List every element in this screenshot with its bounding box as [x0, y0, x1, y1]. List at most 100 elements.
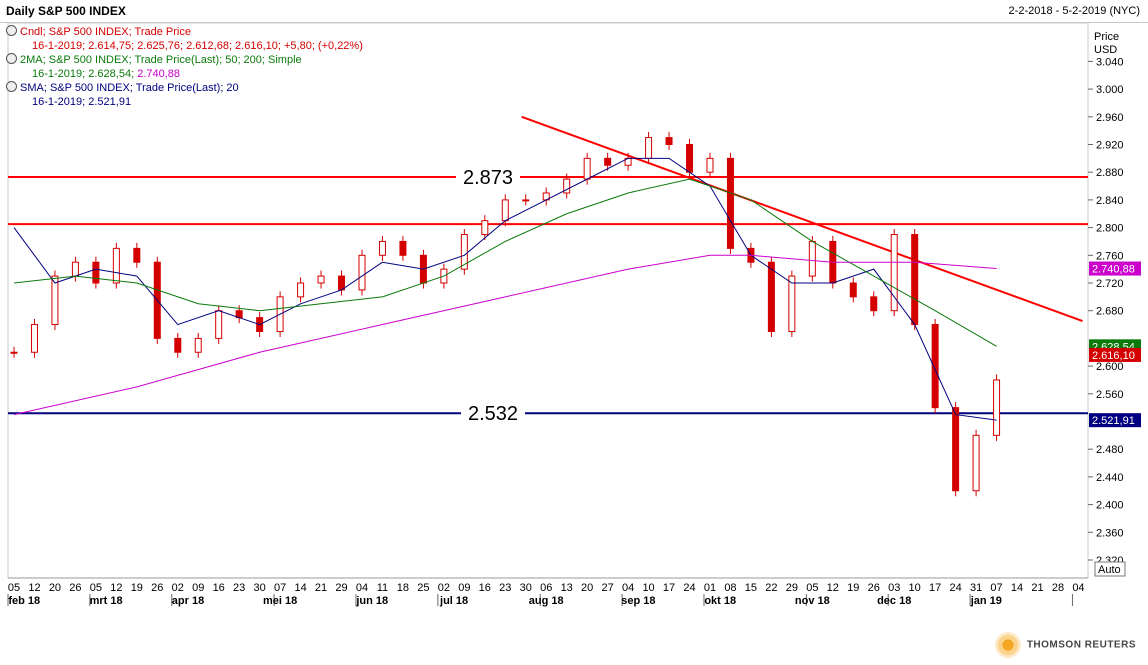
- x-tick-label: 26: [69, 582, 81, 594]
- x-tick-label: 24: [949, 582, 961, 594]
- price-chart[interactable]: 2.873 2.532 Price USD 3.040 3.000 2.960 2.92…: [0, 0, 1148, 630]
- support-resistance-lines[interactable]: 2.873 2.532: [8, 115, 1088, 426]
- candle-body: [10, 351, 18, 354]
- x-tick-label: 26: [151, 582, 163, 594]
- x-tick-label: 16: [213, 582, 225, 594]
- x-tick-label: 19: [847, 582, 859, 594]
- x-tick-label: 05: [8, 582, 20, 594]
- price-badges: 2.740,882.628,542.616,102.521,91: [1089, 261, 1141, 428]
- y-tick-label: 2.880: [1096, 167, 1124, 179]
- candle-body: [112, 247, 120, 284]
- x-tick-label: 04: [356, 582, 368, 594]
- legend-2ma-sub1: 16-1-2019; 2.628,54;: [32, 68, 135, 80]
- x-tick-label: 17: [663, 582, 675, 594]
- x-tick-label: 27: [602, 582, 614, 594]
- x-tick-label: 12: [110, 582, 122, 594]
- legend-row-candle[interactable]: Cndl; S&P 500 INDEX; Trade Price: [6, 25, 363, 39]
- series-icon[interactable]: [6, 25, 17, 36]
- candle-body: [767, 261, 775, 332]
- y-tick-label: 3.000: [1096, 84, 1124, 96]
- auto-scale-button[interactable]: [1094, 561, 1126, 577]
- y-tick-label: 2.560: [1096, 389, 1124, 401]
- level-label: 2.532: [468, 403, 518, 425]
- candle-body: [931, 324, 939, 409]
- legend-candle-sub: 16-1-2019; 2.614,75; 2.625,76; 2.612,68;…: [32, 40, 363, 52]
- candle-body: [604, 157, 612, 166]
- x-tick-label: 29: [786, 582, 798, 594]
- x-month-label: mei 18: [263, 595, 297, 607]
- x-tick-label: 23: [499, 582, 511, 594]
- x-tick-label: 07: [274, 582, 286, 594]
- candle-body: [317, 275, 325, 284]
- x-tick-label: 22: [765, 582, 777, 594]
- series-icon[interactable]: [6, 81, 17, 92]
- x-month-label: dec 18: [877, 595, 911, 607]
- candle-body: [952, 407, 960, 492]
- x-tick-label: 14: [1011, 582, 1023, 594]
- x-tick-label: 16: [479, 582, 491, 594]
- series-icon[interactable]: [6, 53, 17, 64]
- legend-candle-values: 16-1-2019; 2.614,75; 2.625,76; 2.612,68;…: [6, 39, 363, 53]
- price-badge-label: 2.521,91: [1092, 415, 1135, 427]
- candle-body: [399, 240, 407, 256]
- candle-body: [71, 261, 79, 277]
- candle-body: [51, 275, 59, 326]
- candle-body: [972, 434, 980, 492]
- x-tick-label: 19: [131, 582, 143, 594]
- candle-body: [297, 282, 305, 298]
- x-tick-label: 07: [990, 582, 1002, 594]
- x-tick-label: 04: [622, 582, 634, 594]
- x-tick-label: 17: [929, 582, 941, 594]
- y-tick-label: 2.680: [1096, 306, 1124, 318]
- series-line: [13, 254, 997, 416]
- x-tick-label: 02: [172, 582, 184, 594]
- x-tick-label: 15: [745, 582, 757, 594]
- x-tick-label: 12: [827, 582, 839, 594]
- x-tick-label: 21: [315, 582, 327, 594]
- legend-candle-text: Cndl; S&P 500 INDEX; Trade Price: [20, 26, 191, 38]
- series-line: [13, 157, 997, 421]
- x-tick-label: 14: [294, 582, 306, 594]
- y-tick-label: 2.400: [1096, 500, 1124, 512]
- candle-body: [563, 178, 571, 194]
- candle-body: [30, 324, 38, 353]
- y-tick-label: 2.480: [1096, 444, 1124, 456]
- x-month-label: jan 19: [970, 595, 1002, 607]
- y-axis-title: Price: [1094, 31, 1119, 43]
- x-tick-label: 25: [417, 582, 429, 594]
- x-tick-label: 08: [724, 582, 736, 594]
- series: [10, 132, 1001, 497]
- legend-row-2ma[interactable]: 2MA; S&P 500 INDEX; Trade Price(Last); 5…: [6, 53, 363, 67]
- candle-body: [522, 199, 530, 202]
- x-tick-label: 10: [909, 582, 921, 594]
- candle-body: [993, 379, 1001, 436]
- x-tick-label: 30: [520, 582, 532, 594]
- candle-body: [726, 157, 734, 249]
- legend-sma-sub: 16-1-2019; 2.521,91: [32, 96, 132, 108]
- candle-body: [849, 282, 857, 298]
- legend-row-sma[interactable]: SMA; S&P 500 INDEX; Trade Price(Last); 2…: [6, 81, 363, 95]
- x-tick-label: 31: [970, 582, 982, 594]
- y-tick-label: 2.840: [1096, 195, 1124, 207]
- reuters-logo-icon: [994, 632, 1021, 658]
- price-badge-label: 2.740,88: [1092, 264, 1135, 276]
- date-range[interactable]: 2-2-2018 - 5-2-2019 (NYC): [1008, 5, 1140, 17]
- x-tick-label: 29: [335, 582, 347, 594]
- legend-sma-text: SMA; S&P 500 INDEX; Trade Price(Last); 2…: [20, 82, 239, 94]
- x-tick-label: 23: [233, 582, 245, 594]
- y-tick-label: 2.720: [1096, 278, 1124, 290]
- candle-body: [174, 337, 182, 353]
- y-tick-label: 2.920: [1096, 140, 1124, 152]
- x-tick-label: 18: [397, 582, 409, 594]
- candle-body: [92, 261, 100, 284]
- candle-body: [706, 157, 714, 173]
- x-tick-label: 30: [254, 582, 266, 594]
- x-tick-label: 21: [1031, 582, 1043, 594]
- x-tick-label: 05: [90, 582, 102, 594]
- legend-2ma-text: 2MA; S&P 500 INDEX; Trade Price(Last); 5…: [20, 54, 302, 66]
- price-badge: [1089, 261, 1141, 276]
- candle-body: [133, 247, 141, 263]
- y-tick-label: 2.600: [1096, 361, 1124, 373]
- x-tick-label: 02: [438, 582, 450, 594]
- x-month-label: jun 18: [355, 595, 388, 607]
